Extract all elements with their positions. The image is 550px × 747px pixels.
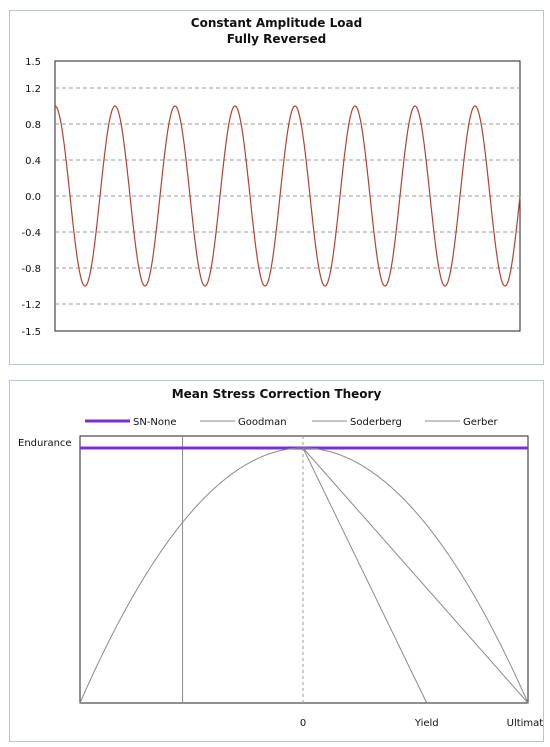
x-tick-label: 0 [300,718,306,729]
y-tick-label: 1.5 [25,57,41,68]
y-tick-label: -0.4 [21,228,41,239]
load-series-line [54,105,521,287]
y-tick-label: 0.0 [25,192,41,203]
legend-label: Goodman [238,417,287,428]
legend-label: Soderberg [350,417,402,428]
legend-label: Gerber [463,417,499,428]
series-goodman [302,447,529,704]
chart-subtitle: Fully Reversed [226,32,327,46]
chart-title: Constant Amplitude Load [190,16,363,30]
y-tick-label: 0.8 [25,120,41,131]
load-chart-svg: 1.5 1.2 0.8 0.4 0.0 -0.4 -0.8 -1.2 -1.5 [21,57,521,338]
plot-area [79,435,529,704]
mean-stress-chart-svg: SN-None Goodman Soderberg Gerber Endurance 0 Y… [18,417,543,729]
x-tick-label: Yield [414,718,439,729]
series-soderberg [302,447,428,704]
chart-panel-mean-stress: Mean Stress Correction Theory SN-None Goo… [9,380,544,742]
y-tick-label: -1.5 [21,327,41,338]
y-tick-label: 1.2 [25,84,41,95]
chart-title: Mean Stress Correction Theory [171,387,382,401]
chart-panel-load: Constant Amplitude Load Fully Reversed 1… [9,10,544,365]
legend-label: SN-None [133,417,177,428]
y-axis-label: Endurance [18,438,72,449]
y-tick-label: 0.4 [25,156,41,167]
series-gerber [79,447,529,704]
y-tick-label: -0.8 [21,264,41,275]
x-tick-label: Ultimate [507,718,543,729]
y-tick-label: -1.2 [21,300,41,311]
